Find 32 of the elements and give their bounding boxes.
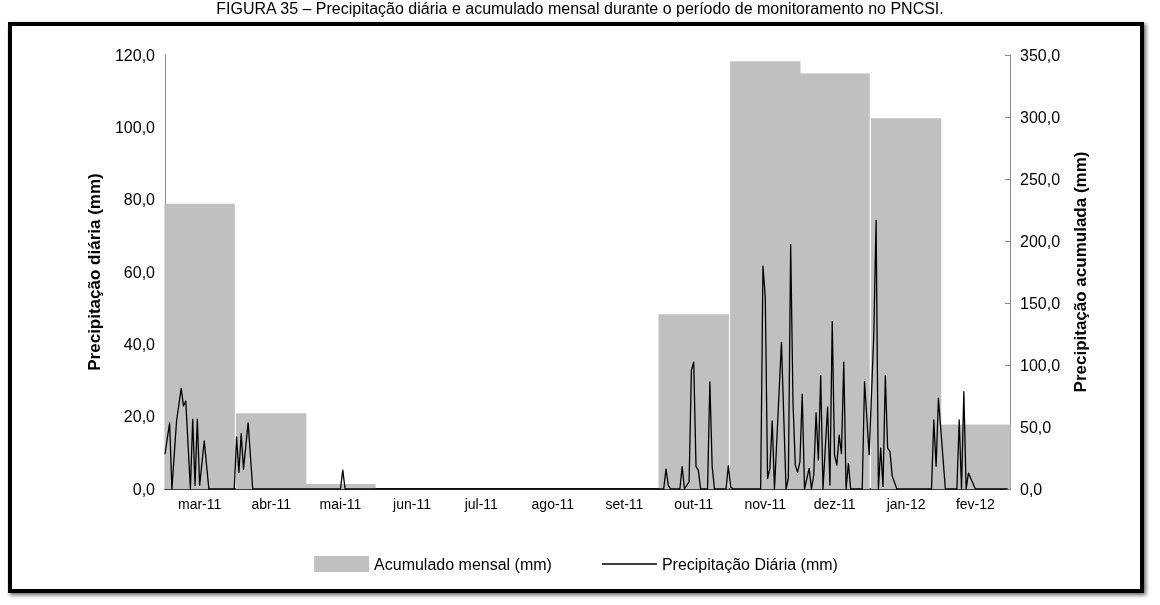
y-tick-label: 0,0 <box>132 480 156 498</box>
legend-label: Acumulado mensal (mm) <box>374 555 552 573</box>
y2-tick-label: 100,0 <box>1020 356 1061 374</box>
y-tick-label: 60,0 <box>123 263 156 281</box>
y2-tick-label: 150,0 <box>1020 294 1061 312</box>
y2-tick-label: 200,0 <box>1020 232 1061 250</box>
y-tick-label: 80,0 <box>123 191 156 209</box>
x-tick-label: fev-12 <box>955 496 996 512</box>
x-tick-label: out-11 <box>674 496 714 512</box>
y-tick-label: 120,0 <box>114 46 156 64</box>
y2-tick-label: 250,0 <box>1020 170 1061 188</box>
x-tick-label: mai-11 <box>319 496 362 512</box>
y2-axis-title: Precipitação acumulada (mm) <box>1071 151 1090 393</box>
chart-title: FIGURA 35 – Precipitação diária e acumulado mensal durante o período de monitoramento no PNCSI. <box>215 0 945 18</box>
y2-tick-label: 350,0 <box>1020 46 1061 64</box>
x-tick-label: mar-11 <box>177 496 222 512</box>
y2-tick-label: 300,0 <box>1020 108 1061 126</box>
legend-label: Precipitação Diária (mm) <box>661 555 838 573</box>
y2-tick-label: 50,0 <box>1020 418 1052 436</box>
y-axis-title: Precipitação diária (mm) <box>85 173 104 371</box>
x-tick-label: abr-11 <box>251 496 292 512</box>
x-tick-label: set-11 <box>605 496 644 512</box>
x-tick-label: nov-11 <box>744 496 787 512</box>
x-tick-label: jan-12 <box>885 496 926 512</box>
y-tick-label: 20,0 <box>123 408 156 426</box>
y2-tick-label: 0,0 <box>1020 480 1043 498</box>
y-tick-label: 100,0 <box>114 118 156 136</box>
y-tick-label: 40,0 <box>123 335 156 353</box>
x-tick-label: dez-11 <box>813 496 856 512</box>
x-tick-label: ago-11 <box>531 496 575 512</box>
x-tick-label: jun-11 <box>392 496 432 512</box>
x-tick-label: jul-11 <box>463 496 499 512</box>
